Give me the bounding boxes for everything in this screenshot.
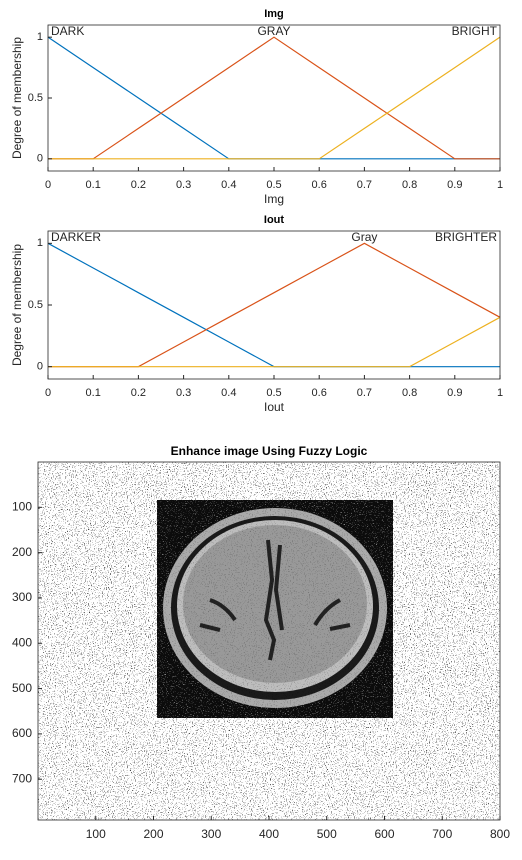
- x-axis-label: Iout: [264, 400, 285, 414]
- y-tick-label: 0: [37, 153, 43, 165]
- x-tick-label: 1: [497, 179, 503, 191]
- y-tick-label: 0: [37, 361, 43, 373]
- x-tick-label: 0.5: [266, 179, 281, 191]
- x-tick-label: 0.3: [176, 387, 191, 399]
- plot-area: [48, 25, 500, 171]
- x-tick-label: 0.6: [312, 179, 327, 191]
- axes-box: [47, 230, 501, 380]
- x-tick-label: 500: [317, 827, 337, 841]
- x-tick-label: 0.6: [312, 387, 327, 399]
- x-tick-label: 0.4: [221, 179, 236, 191]
- x-tick-label: 0.7: [357, 387, 372, 399]
- y-tick-label: 700: [12, 771, 32, 785]
- plot-area: [48, 231, 500, 379]
- x-tick-label: 400: [259, 827, 279, 841]
- x-tick-label: 300: [201, 827, 221, 841]
- y-tick-label: 0.5: [28, 92, 43, 104]
- y-tick-label: 0.5: [28, 299, 43, 311]
- x-axis-label: Img: [264, 192, 284, 206]
- series-label: GRAY: [257, 24, 290, 38]
- y-tick-label: 1: [37, 31, 43, 43]
- y-tick-label: 300: [12, 590, 32, 604]
- x-tick-label: 0: [45, 387, 51, 399]
- series-label: DARKER: [51, 230, 101, 244]
- x-tick-label: 0.3: [176, 179, 191, 191]
- series-label: BRIGHTER: [435, 230, 497, 244]
- y-axis-label: Degree of membership: [10, 37, 24, 159]
- x-tick-label: 600: [374, 827, 394, 841]
- series-label: Gray: [351, 230, 377, 244]
- x-tick-label: 0.2: [131, 387, 146, 399]
- x-tick-label: 1: [497, 387, 503, 399]
- y-tick-label: 100: [12, 499, 32, 513]
- axes-box: [47, 24, 501, 172]
- x-tick-label: 0.1: [86, 179, 101, 191]
- x-tick-label: 0.9: [447, 387, 462, 399]
- image: [38, 462, 500, 820]
- series-label: BRIGHT: [452, 24, 498, 38]
- x-tick-label: 0.9: [447, 179, 462, 191]
- y-tick-label: 600: [12, 726, 32, 740]
- x-tick-label: 0.4: [221, 387, 236, 399]
- brain-noise: [157, 500, 393, 718]
- x-tick-label: 0: [45, 179, 51, 191]
- x-tick-label: 700: [432, 827, 452, 841]
- y-tick-label: 400: [12, 635, 32, 649]
- x-tick-label: 0.1: [86, 387, 101, 399]
- x-tick-label: 200: [143, 827, 163, 841]
- x-tick-label: 0.5: [266, 387, 281, 399]
- chart-title: Img: [264, 8, 284, 20]
- axes-box: [37, 461, 501, 821]
- series-line: [48, 316, 501, 368]
- series-label: DARK: [51, 24, 84, 38]
- chart-title: Enhance image Using Fuzzy Logic: [171, 444, 368, 458]
- series-line: [48, 36, 501, 160]
- chart-title: Iout: [264, 214, 284, 226]
- x-tick-label: 800: [490, 827, 510, 841]
- y-tick-label: 200: [12, 545, 32, 559]
- y-tick-label: 1: [37, 237, 43, 249]
- x-tick-label: 100: [86, 827, 106, 841]
- y-axis-label: Degree of membership: [10, 244, 24, 366]
- series-line: [48, 36, 500, 160]
- x-tick-label: 0.8: [402, 179, 417, 191]
- x-tick-label: 0.7: [357, 179, 372, 191]
- y-tick-label: 500: [12, 681, 32, 695]
- x-tick-label: 0.2: [131, 179, 146, 191]
- x-tick-label: 0.8: [402, 387, 417, 399]
